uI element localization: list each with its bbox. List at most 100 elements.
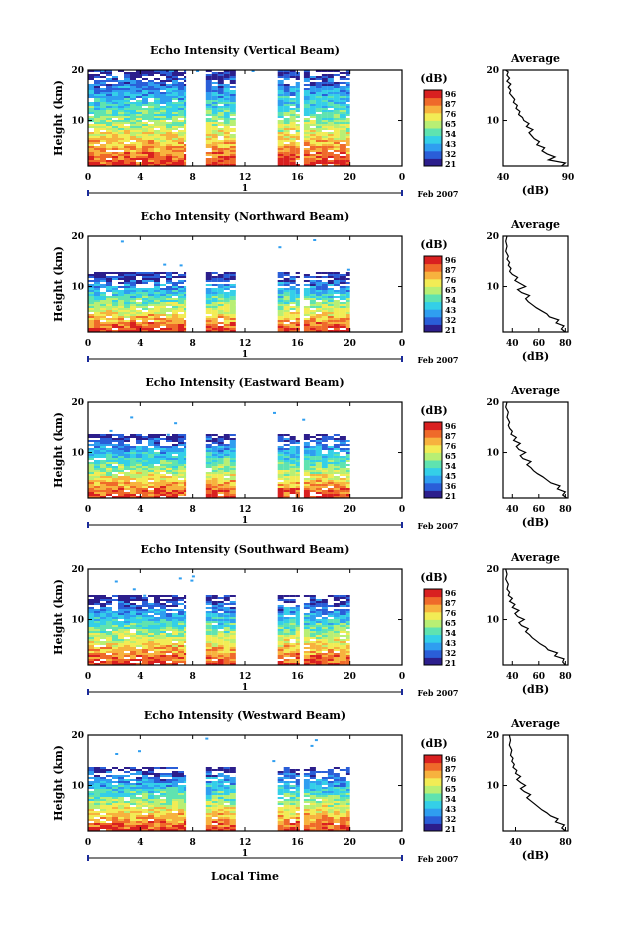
heatmap-cell: [172, 466, 178, 468]
heatmap-cell: [118, 468, 124, 470]
heatmap-cell: [184, 106, 187, 108]
heatmap-cell: [277, 328, 284, 330]
heatmap-cell: [100, 284, 106, 286]
heatmap-cell: [148, 611, 154, 613]
colorbar-segment: [424, 150, 442, 159]
heatmap-cell: [118, 488, 124, 490]
y-axis-label: Height (km): [52, 412, 65, 488]
heatmap-cell: [88, 296, 94, 298]
colorbar-tick-label: 36: [445, 481, 457, 491]
heatmap-cell: [124, 448, 130, 450]
heatmap-cell: [124, 158, 130, 160]
heatmap-cell: [106, 90, 112, 92]
heatmap-cell: [321, 639, 328, 641]
heatmap-cell: [205, 484, 212, 486]
heatmap-cell: [136, 122, 142, 124]
heatmap-cell: [303, 631, 310, 633]
heatmap-cell: [327, 829, 334, 831]
heatmap-cell: [160, 164, 166, 166]
heatmap-cell: [94, 154, 100, 156]
heatmap-cell: [130, 94, 136, 96]
heatmap-cell: [315, 70, 322, 72]
heatmap-cell: [142, 659, 148, 661]
heatmap-cell: [211, 112, 218, 114]
heatmap-cell: [178, 88, 184, 90]
heatmap-cell: [333, 318, 340, 320]
heatmap-cell: [118, 613, 124, 615]
heatmap-cell: [130, 282, 136, 284]
heatmap-cell: [88, 651, 94, 653]
heatmap-cell: [283, 599, 290, 601]
heatmap-cell: [130, 653, 136, 655]
heatmap-cell: [148, 272, 154, 274]
heatmap-cell: [345, 595, 350, 597]
heatmap-cell: [88, 653, 94, 655]
heatmap-cell: [229, 454, 236, 456]
heatmap-cell: [148, 472, 154, 474]
heatmap-cell: [295, 460, 300, 462]
heatmap-cell: [118, 96, 124, 98]
heatmap-cell: [142, 322, 148, 324]
heatmap-cell: [112, 484, 118, 486]
heatmap-cell: [327, 288, 334, 290]
heatmap-cell: [148, 328, 154, 330]
heatmap-cell: [154, 316, 160, 318]
heatmap-cell: [315, 452, 322, 454]
heatmap-cell: [333, 310, 340, 312]
heatmap-cell: [124, 825, 130, 827]
heatmap-cell: [333, 84, 340, 86]
heatmap-cell: [112, 619, 118, 621]
heatmap-cell: [148, 821, 154, 823]
heatmap-cell: [136, 434, 142, 436]
heatmap-cell: [94, 286, 100, 288]
heatmap-cell: [321, 617, 328, 619]
heatmap-cell: [345, 645, 350, 647]
heatmap-cell: [148, 661, 154, 663]
heatmap-cell: [148, 164, 154, 166]
heatmap-cell: [229, 272, 236, 274]
heatmap-cell: [154, 446, 160, 448]
heatmap-cell: [295, 476, 300, 478]
heatmap-cell: [283, 462, 290, 464]
heatmap-cell: [295, 318, 300, 320]
heatmap-cell: [345, 144, 350, 146]
heatmap-cell: [333, 132, 340, 134]
heatmap-cell: [211, 621, 218, 623]
heatmap-cell: [211, 94, 218, 96]
heatmap-cell: [295, 304, 300, 306]
heatmap-cell: [283, 609, 290, 611]
heatmap-cell: [142, 651, 148, 653]
heatmap-cell: [124, 90, 130, 92]
heatmap-cell: [166, 314, 172, 316]
heatmap-cell: [160, 106, 166, 108]
heatmap-cell: [277, 144, 284, 146]
heatmap-cell: [154, 599, 160, 601]
heatmap-cell: [277, 310, 284, 312]
heatmap-cell: [223, 86, 230, 88]
heatmap-cell: [154, 617, 160, 619]
heatmap-cell: [205, 306, 212, 308]
heatmap-cell: [100, 635, 106, 637]
heatmap-cell: [339, 122, 346, 124]
heatmap-cell: [211, 136, 218, 138]
heatmap-cell: [124, 112, 130, 114]
heatmap-cell: [211, 480, 218, 482]
heatmap-cell: [315, 472, 322, 474]
heatmap-cell: [100, 637, 106, 639]
heatmap-cell: [148, 278, 154, 280]
heatmap-cell: [142, 116, 148, 118]
heatmap-cell: [309, 326, 316, 328]
y-axis-label: Height (km): [52, 579, 65, 655]
heatmap-cell: [106, 621, 112, 623]
heatmap-cell: [211, 635, 218, 637]
heatmap-cell: [118, 486, 124, 488]
heatmap-cell: [283, 278, 290, 280]
heatmap-cell: [205, 613, 212, 615]
heatmap-cell: [184, 460, 187, 462]
heatmap-cell: [229, 278, 236, 280]
heatmap-cell: [136, 96, 142, 98]
heatmap-cell: [184, 108, 187, 110]
heatmap-cell: [315, 304, 322, 306]
heatmap-cell: [223, 108, 230, 110]
heatmap-cell: [154, 631, 160, 633]
